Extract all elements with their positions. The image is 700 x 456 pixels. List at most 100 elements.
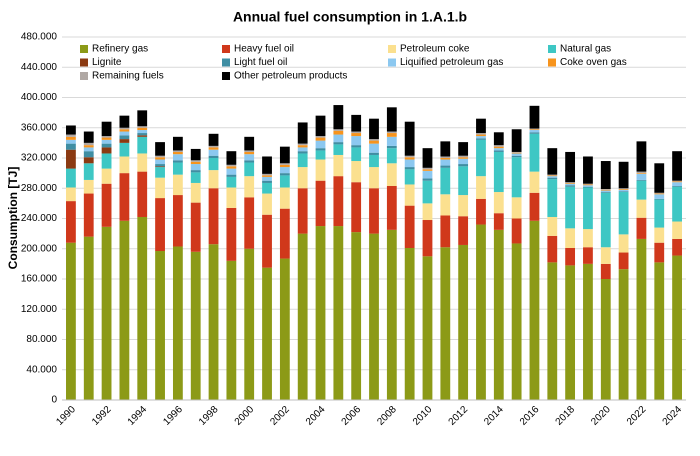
bar-segment [83,179,94,194]
bar-segment [315,159,326,181]
bar-segment [83,193,94,237]
bar-segment [297,151,308,154]
bar-segment [565,183,576,186]
bar-segment [155,166,165,168]
bar-segment [172,151,183,155]
legend-label: Petroleum coke [400,44,470,55]
bar-segment [66,168,76,188]
legend-label: Liquified petroleum gas [400,57,503,68]
bar-segment [618,189,629,192]
bar-segment [297,153,308,168]
bar-segment [672,221,682,239]
bar-segment [262,173,272,176]
bar-segment [101,143,112,148]
bar-segment [262,193,272,215]
bar-segment [654,193,665,195]
x-tick-label: 2016 [518,404,542,428]
bar-segment [529,133,540,172]
legend-label: Remaining fuels [92,71,164,82]
bar-segment [386,163,397,186]
bar-segment [244,150,255,152]
bar-segment [458,157,469,159]
bar-segment [493,192,504,214]
bar-segment [279,187,290,209]
bar-segment [529,171,540,193]
bar-segment [618,269,629,400]
bar-segment [101,168,112,184]
bar-segment [208,170,219,189]
bar-segment [386,145,397,149]
bar-segment [618,191,629,193]
bar-segment [511,157,522,198]
bar-segment [190,251,201,400]
bar-segment [493,132,504,146]
bar-segment [422,169,433,171]
legend-swatch [222,45,230,53]
bar-segment [529,130,540,133]
legend-swatch [548,58,556,67]
bar-segment [493,151,504,193]
bar-segment [565,182,576,184]
bar-segment [636,217,647,239]
bar-segment [654,199,665,228]
legend-swatch [80,72,88,80]
bar-segment [529,132,540,134]
bar-segment [404,121,415,156]
bar-segment [404,184,415,206]
bar-segment [119,156,130,174]
bar-segment [636,173,647,174]
bar-segment [333,226,344,400]
bar-segment [119,173,130,221]
x-tick-label: 1994 [126,404,150,428]
bar-segment [101,121,112,137]
y-tick-label: 0 [51,395,57,406]
bar-segment [137,133,148,136]
legend-label: Lignite [92,57,122,68]
bar-segment [226,176,237,188]
bar-segment [226,164,237,167]
bar-segment [529,105,540,129]
bar-segment [511,243,522,400]
bar-segment [351,147,362,162]
legend-label: Other petroleum products [234,71,347,82]
bar-segment [297,167,308,189]
bar-segment [583,186,593,188]
bar-segment [369,118,379,140]
bar-segment [297,143,308,146]
bar-segment [369,140,379,144]
bar-segment [511,153,522,156]
bar-segment [262,180,272,183]
bar-segment [190,182,201,203]
bar-segment [155,157,165,160]
y-tick-label: 440.000 [21,62,58,73]
bar-segment [226,166,237,169]
x-tick-label: 1992 [90,404,114,428]
bar-segment [583,247,593,264]
bar-segment [101,226,112,400]
bar-segment [66,134,76,137]
bar-segment [440,167,451,195]
bar-segment [137,171,148,217]
bar-segment [476,134,486,137]
bar-segment [565,228,576,248]
bar-segment [511,218,522,244]
bar-segment [351,131,362,134]
y-tick-label: 280.000 [21,183,58,194]
bar-segment [511,152,522,154]
bar-segment [386,148,397,164]
bar-segment [654,163,665,193]
bar-segment [226,260,237,400]
bar-segment [262,175,272,177]
bar-segment [440,141,451,157]
legend-swatch [222,58,230,67]
bar-segment [369,154,379,168]
y-tick-label: 160.000 [21,274,58,285]
bar-segment [672,238,682,256]
y-tick-label: 360.000 [21,122,58,133]
bar-segment [636,199,647,218]
x-tick-label: 2022 [625,404,649,428]
legend-swatch [388,45,396,53]
bar-segment [119,220,130,400]
bar-segment [119,135,130,140]
